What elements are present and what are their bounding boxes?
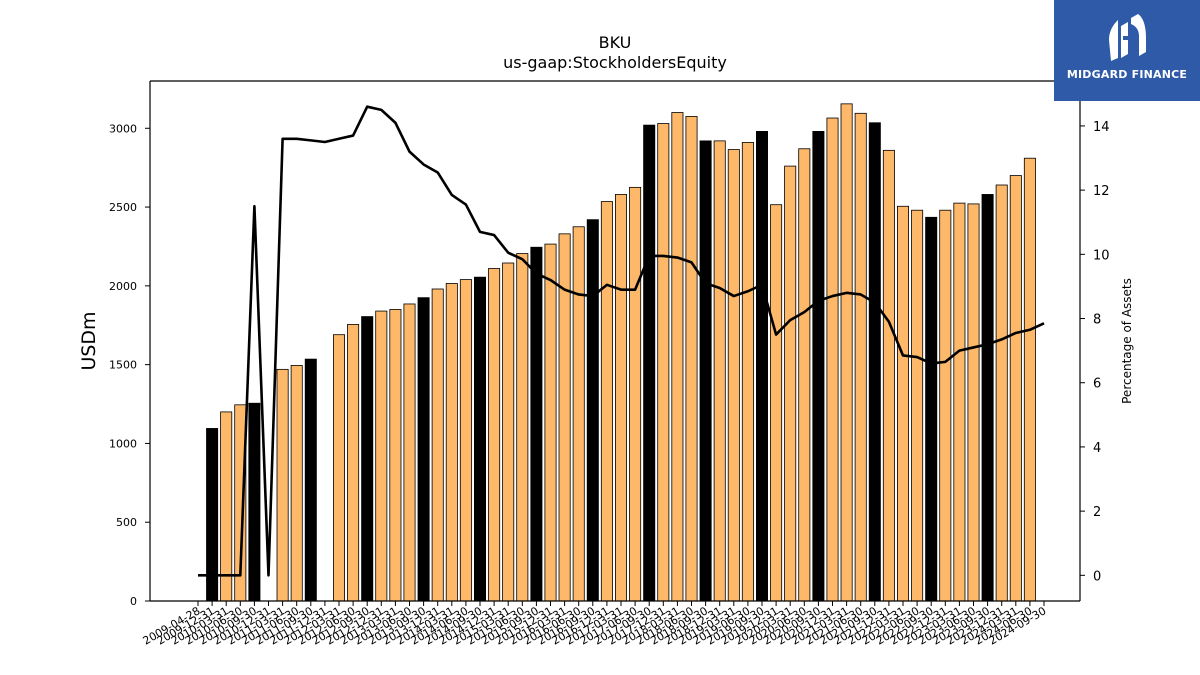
bar-quarterly — [347, 324, 360, 602]
bar-quarterly — [741, 142, 754, 602]
logo-mark-icon — [1109, 14, 1146, 61]
bar-annual — [756, 131, 769, 602]
y2-tick-label: 2 — [1093, 505, 1101, 520]
y2-tick-label: 10 — [1093, 248, 1110, 263]
bar-quarterly — [572, 226, 585, 602]
bar-quarterly — [544, 243, 557, 602]
bar-quarterly — [375, 310, 388, 602]
bar-quarterly — [826, 117, 839, 602]
y-axis-label: USDm — [78, 311, 100, 370]
bar-annual — [643, 124, 656, 602]
y-tick-label: 1000 — [109, 437, 137, 450]
bar-quarterly — [389, 309, 402, 602]
chart-title: BKU — [599, 33, 632, 52]
y2-tick-label: 4 — [1093, 441, 1101, 456]
bar-quarterly — [939, 209, 952, 602]
bar-quarterly — [459, 279, 472, 602]
bar-quarterly — [784, 165, 797, 602]
bar-annual — [304, 358, 317, 602]
y-tick-label: 3000 — [109, 122, 137, 135]
y-tick-label: 0 — [130, 595, 137, 608]
line-series — [198, 105, 1045, 577]
bar-quarterly — [403, 303, 416, 602]
bar-quarterly — [516, 253, 529, 602]
bar-quarterly — [431, 288, 444, 602]
bar-annual — [361, 316, 374, 602]
bar-quarterly — [967, 203, 980, 602]
bar-quarterly — [657, 123, 670, 602]
bar-quarterly — [798, 148, 811, 602]
y-tick-label: 500 — [116, 516, 137, 529]
bar-quarterly — [290, 365, 303, 602]
bar-quarterly — [882, 149, 895, 602]
bar-quarterly — [911, 209, 924, 602]
bar-quarterly — [953, 202, 966, 602]
bar-quarterly — [1023, 157, 1036, 602]
bar-annual — [699, 140, 712, 602]
bar-quarterly — [854, 112, 867, 602]
bar-quarterly — [629, 186, 642, 602]
bar-annual — [981, 194, 994, 602]
y-tick-label: 2000 — [109, 280, 137, 293]
bar-quarterly — [685, 116, 698, 602]
logo-text: MIDGARD FINANCE — [1066, 68, 1188, 81]
axes-layer: 050010001500200025003000024681012142009-… — [109, 80, 1110, 648]
bar-quarterly — [995, 184, 1008, 602]
y2-tick-label: 6 — [1093, 377, 1101, 392]
bars-layer — [206, 103, 1036, 602]
bar-quarterly — [488, 268, 501, 602]
line-layer — [198, 105, 1045, 577]
y-tick-label: 2500 — [109, 201, 137, 214]
bar-quarterly — [713, 140, 726, 602]
bar-annual — [868, 122, 881, 602]
y2-tick-label: 12 — [1093, 184, 1110, 199]
bar-quarterly — [445, 283, 458, 602]
brand-logo: MIDGARD FINANCE — [1054, 0, 1200, 101]
bar-quarterly — [600, 201, 613, 602]
bar-annual — [586, 219, 599, 602]
bar-quarterly — [615, 194, 628, 602]
bar-annual — [925, 216, 938, 602]
y2-tick-label: 14 — [1093, 120, 1110, 135]
bar-annual — [812, 131, 825, 602]
y2-tick-label: 0 — [1093, 569, 1101, 584]
bar-annual — [417, 297, 430, 602]
bar-quarterly — [502, 262, 515, 602]
bar-quarterly — [770, 204, 783, 602]
bar-quarterly — [840, 103, 853, 602]
bar-quarterly — [1009, 175, 1022, 602]
bar-quarterly — [332, 334, 345, 602]
y2-axis-label: Percentage of Assets — [1120, 278, 1134, 404]
y2-tick-label: 8 — [1093, 313, 1101, 328]
bar-annual — [473, 276, 486, 602]
bar-annual — [530, 246, 543, 602]
bar-quarterly — [727, 149, 740, 602]
bar-quarterly — [220, 411, 233, 602]
bar-quarterly — [897, 205, 910, 602]
bar-quarterly — [276, 368, 289, 602]
bar-quarterly — [671, 112, 684, 602]
chart-subtitle: us-gaap:StockholdersEquity — [503, 53, 727, 72]
bar-annual — [248, 402, 261, 602]
y-tick-label: 1500 — [109, 359, 137, 372]
